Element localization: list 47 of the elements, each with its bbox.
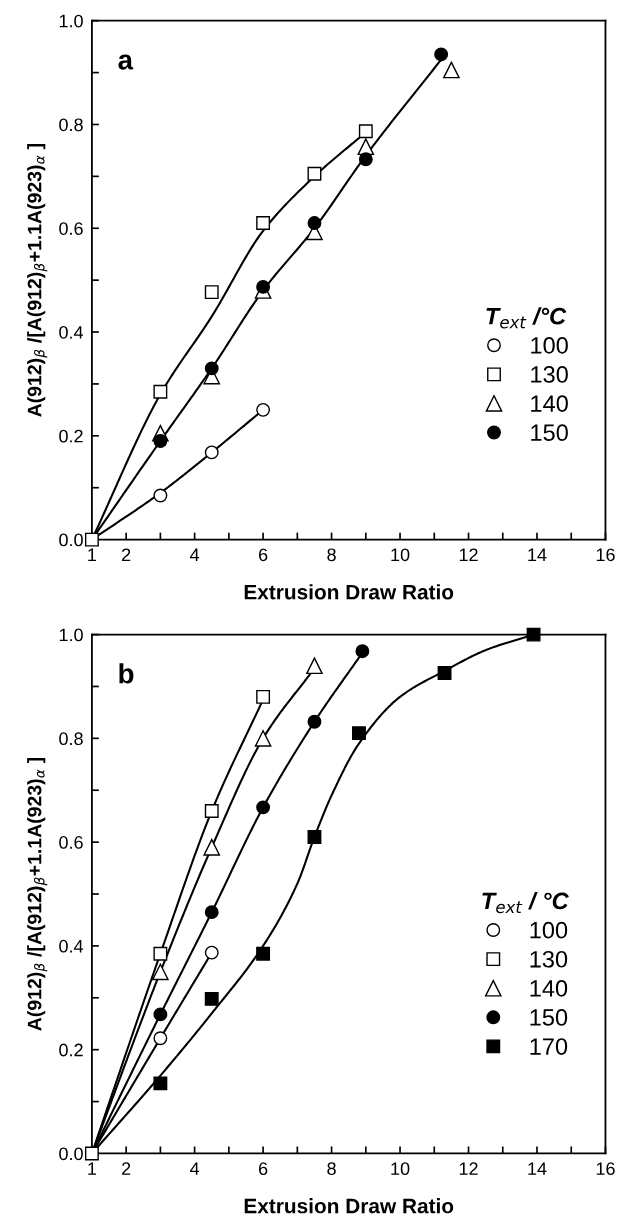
legend-label: 150 xyxy=(530,1009,568,1026)
annotation: a xyxy=(118,54,134,70)
y-tick-label: 0.8 xyxy=(59,118,83,132)
x-tick-label: 4 xyxy=(190,1162,200,1175)
legend-label: 150 xyxy=(531,424,568,442)
legend-label: 140 xyxy=(530,979,568,997)
x-tick-label: 8 xyxy=(327,548,336,562)
y-tick-label: 0.0 xyxy=(59,1147,83,1161)
legend-label: 100 xyxy=(531,337,568,354)
y-tick-label: 1.0 xyxy=(59,628,83,642)
x-tick-label: 10 xyxy=(391,1162,410,1176)
y-axis-title: A(912)$_{β}$ /[A(912)$_{β}$+1.1A(923)$_{α}$ ] xyxy=(27,757,48,1031)
y-tick-label: 0.2 xyxy=(59,1043,83,1057)
x-tick-label: 1 xyxy=(88,548,97,561)
y-axis-title: A(912)$_{β}$ /[A(912)$_{β}$+1.1A(923)$_{α}$ ] xyxy=(27,144,48,417)
legend-title: T$_{ext}$ / °C xyxy=(482,891,569,914)
x-tick-label: 8 xyxy=(327,1162,336,1176)
legend-label: 170 xyxy=(530,1038,568,1055)
x-tick-label: 6 xyxy=(258,548,268,562)
y-tick-label: 0.6 xyxy=(59,222,83,235)
legend-label: 130 xyxy=(530,950,568,968)
x-tick-label: 4 xyxy=(190,548,200,561)
legend-title: T$_{ext}$ /°C xyxy=(486,307,567,329)
x-tick-label: 6 xyxy=(258,1162,268,1176)
y-tick-label: 0.4 xyxy=(59,325,84,339)
x-tick-label: 12 xyxy=(459,548,478,561)
legend-label: 140 xyxy=(531,395,568,412)
annotation: b xyxy=(119,663,134,684)
legend-label: 130 xyxy=(531,366,568,383)
x-tick-label: 2 xyxy=(122,548,131,561)
y-tick-label: 0.2 xyxy=(59,429,83,443)
x-axis-title: Extrusion Draw Ratio xyxy=(244,1198,454,1214)
y-tick-label: 1.0 xyxy=(59,14,83,28)
x-tick-label: 16 xyxy=(596,1162,615,1176)
x-tick-label: 12 xyxy=(459,1162,478,1175)
legend-label: 100 xyxy=(530,921,568,939)
x-tick-label: 10 xyxy=(391,548,410,562)
x-tick-label: 14 xyxy=(528,1162,547,1175)
x-tick-label: 14 xyxy=(528,548,547,561)
x-axis-title: Extrusion Draw Ratio xyxy=(244,584,454,600)
x-tick-label: 16 xyxy=(596,548,615,562)
y-tick-label: 0.6 xyxy=(59,836,83,849)
x-tick-label: 2 xyxy=(122,1162,131,1175)
y-tick-label: 0.4 xyxy=(59,939,84,953)
x-tick-label: 1 xyxy=(88,1162,97,1175)
y-tick-label: 0.0 xyxy=(59,533,83,547)
y-tick-label: 0.8 xyxy=(59,732,83,746)
